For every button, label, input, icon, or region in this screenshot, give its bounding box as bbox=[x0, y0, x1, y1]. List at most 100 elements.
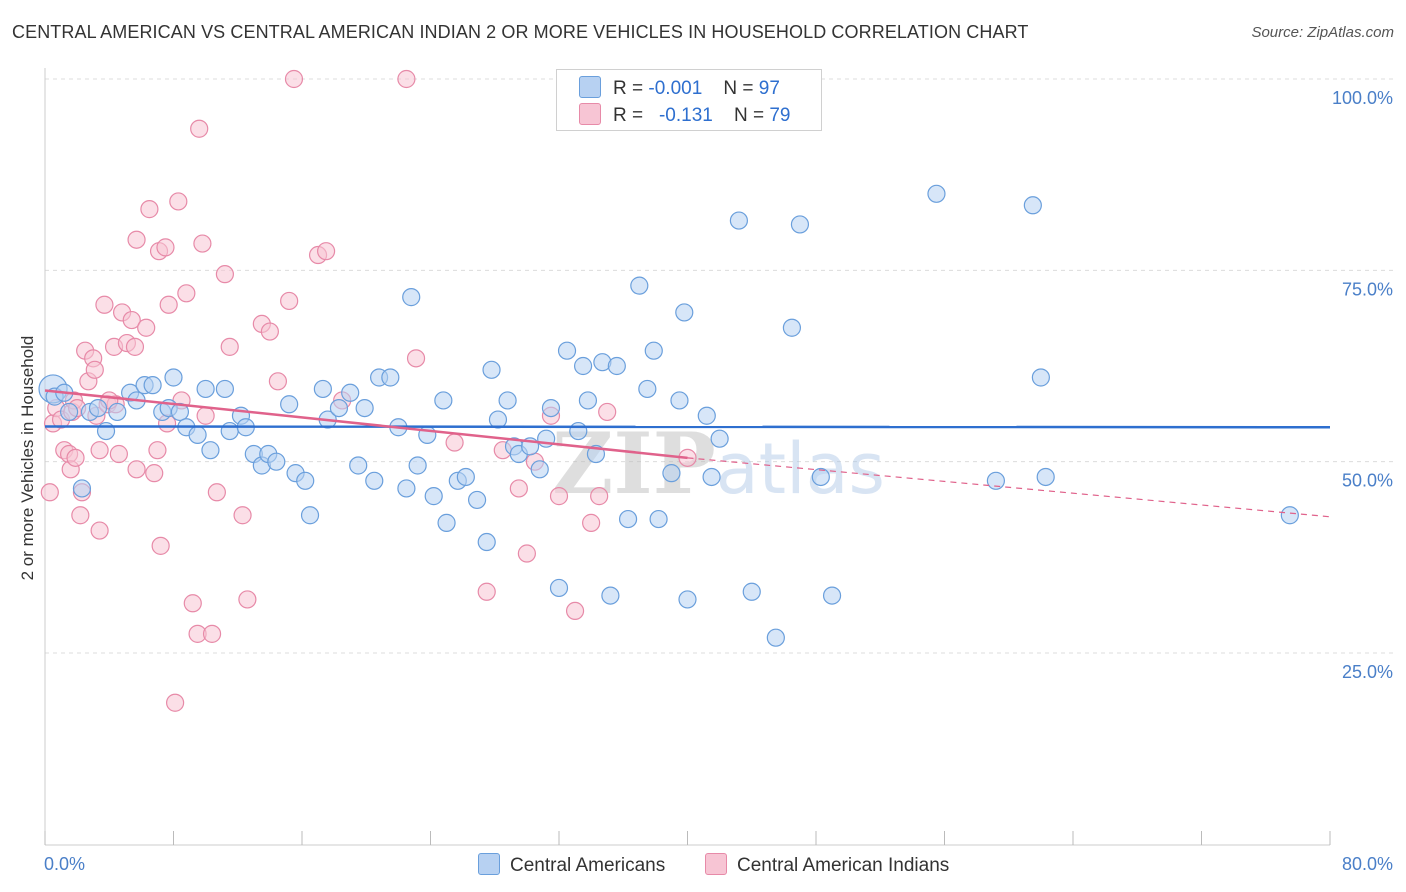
grid-lines bbox=[45, 78, 1395, 654]
data-point bbox=[1031, 368, 1050, 387]
y-tick-label: 25.0% bbox=[1342, 662, 1393, 682]
data-point bbox=[151, 536, 170, 555]
data-point bbox=[477, 532, 496, 552]
data-point bbox=[742, 582, 761, 601]
data-point bbox=[549, 487, 569, 506]
data-point bbox=[381, 368, 400, 387]
y-tick-label: 50.0% bbox=[1342, 471, 1393, 491]
data-point bbox=[406, 349, 426, 368]
data-point bbox=[790, 215, 810, 234]
data-point bbox=[630, 276, 649, 295]
legend-row-central-american-indians: R = -0.131 N = 79 bbox=[579, 103, 790, 127]
data-point bbox=[822, 586, 842, 605]
data-point bbox=[557, 341, 577, 360]
data-point bbox=[365, 471, 384, 490]
data-point bbox=[145, 464, 164, 483]
data-point bbox=[316, 242, 336, 261]
data-point bbox=[482, 360, 501, 379]
series-central-americans bbox=[38, 184, 1299, 647]
legend-n-value: 97 bbox=[758, 78, 780, 99]
legend-label: Central Americans bbox=[510, 855, 666, 876]
legend-n-label: N = bbox=[733, 105, 765, 126]
data-point bbox=[434, 391, 453, 410]
data-point bbox=[296, 471, 315, 490]
data-point bbox=[349, 456, 368, 475]
data-point bbox=[402, 288, 421, 307]
data-point bbox=[782, 318, 802, 337]
data-point bbox=[927, 184, 946, 203]
data-point bbox=[220, 421, 239, 441]
y-tick-label: 100.0% bbox=[1332, 88, 1393, 108]
data-point bbox=[397, 69, 416, 89]
data-point bbox=[122, 310, 141, 330]
legend-item-central-american-indians: Central American Indians bbox=[705, 853, 949, 877]
legend-swatch-blue bbox=[478, 853, 500, 875]
data-point bbox=[710, 429, 729, 448]
data-point bbox=[355, 398, 374, 418]
data-point bbox=[601, 586, 620, 605]
data-point bbox=[196, 406, 215, 425]
legend-r-value: -0.131 bbox=[658, 105, 713, 126]
data-point bbox=[649, 509, 668, 529]
data-point bbox=[509, 479, 528, 498]
data-point bbox=[95, 295, 114, 314]
data-point bbox=[675, 303, 694, 322]
trend-line-central-american-indians-extension bbox=[687, 457, 1331, 518]
data-point bbox=[678, 590, 697, 609]
data-point bbox=[268, 372, 288, 391]
x-tick-min: 0.0% bbox=[44, 854, 85, 874]
data-point bbox=[220, 337, 239, 356]
data-point bbox=[159, 295, 178, 314]
data-point bbox=[202, 624, 222, 643]
data-point bbox=[193, 234, 212, 253]
data-point bbox=[341, 383, 360, 402]
data-point bbox=[260, 322, 279, 341]
data-point bbox=[166, 693, 185, 712]
data-point bbox=[148, 441, 167, 460]
data-point bbox=[300, 506, 320, 525]
data-point bbox=[456, 467, 475, 487]
data-point bbox=[140, 200, 159, 219]
data-point bbox=[569, 421, 588, 441]
data-point bbox=[71, 506, 90, 525]
data-point bbox=[565, 601, 585, 621]
data-point bbox=[196, 379, 215, 399]
data-point bbox=[90, 441, 109, 460]
data-point bbox=[72, 479, 92, 498]
legend-label: Central American Indians bbox=[737, 855, 950, 876]
data-point bbox=[190, 119, 209, 138]
data-point bbox=[397, 479, 416, 498]
data-point bbox=[498, 391, 517, 410]
data-point bbox=[618, 509, 638, 529]
data-point bbox=[85, 360, 104, 379]
data-point bbox=[137, 318, 156, 337]
data-point bbox=[549, 578, 569, 598]
legend-r-label: R = bbox=[613, 78, 644, 99]
data-point bbox=[638, 379, 657, 399]
data-point bbox=[1036, 467, 1055, 487]
data-point bbox=[215, 379, 234, 399]
data-point bbox=[598, 402, 617, 422]
data-point bbox=[477, 582, 496, 601]
data-point bbox=[607, 356, 626, 376]
data-point bbox=[517, 544, 536, 563]
axes bbox=[44, 68, 1331, 846]
data-point bbox=[811, 467, 830, 487]
correlation-legend: R = -0.001 N = 97 R = -0.131 N = 79 bbox=[556, 69, 822, 131]
trend-line-central-american-indians bbox=[44, 389, 688, 460]
data-point bbox=[40, 483, 59, 502]
data-point bbox=[541, 398, 561, 418]
data-point bbox=[766, 628, 785, 647]
trend-lines bbox=[44, 389, 1331, 518]
legend-swatch-pink bbox=[579, 103, 601, 125]
chart-title: CENTRAL AMERICAN VS CENTRAL AMERICAN IND… bbox=[12, 22, 1029, 42]
data-point bbox=[1280, 506, 1299, 525]
data-point bbox=[437, 513, 456, 532]
data-point bbox=[96, 421, 116, 441]
legend-r-label: R = bbox=[613, 105, 644, 126]
y-tick-labels: 25.0% 50.0% 75.0% 100.0% bbox=[1332, 88, 1393, 682]
data-point bbox=[215, 265, 234, 284]
data-point bbox=[573, 356, 593, 376]
data-point bbox=[177, 284, 196, 303]
